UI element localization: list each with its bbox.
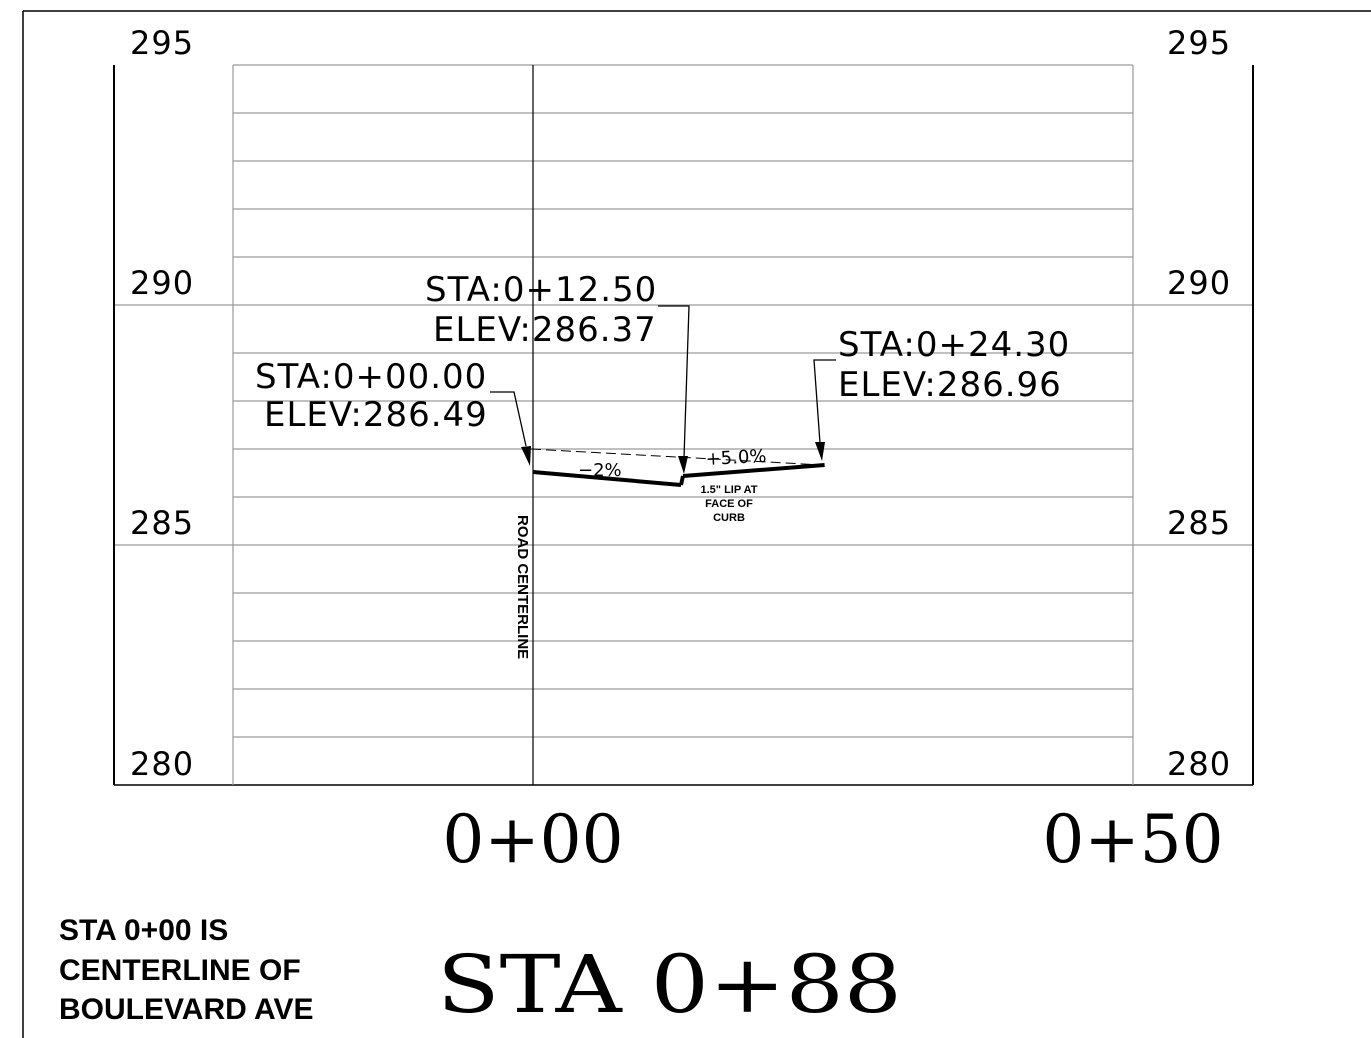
leader-line-sta-0-00 [490,391,527,447]
callout-elev-286-96: ELEV:286.96 [838,365,1062,405]
road-profile [532,463,825,487]
callout-elev-286-37: ELEV:286.37 [433,310,657,350]
callout-elev-286-49: ELEV:286.49 [264,395,488,435]
slope-label-right: +5.0% [705,446,767,470]
curb-note-line-1: 1.5" LIP AT [701,484,758,496]
station-label-0-50: 0+50 [1042,801,1223,878]
profile-segment-right [682,463,825,478]
leader-arrow-sta-24-30 [815,442,825,461]
note-line-2: CENTERLINE OF [59,954,301,987]
elevation-label-280-left: 280 [130,745,194,783]
note-line-3: BOULEVARD AVE [59,993,313,1026]
elevation-label-285-right: 285 [1167,504,1231,542]
section-title: STA 0+88 [437,938,902,1031]
road-centerline-label: ROAD CENTERLINE [514,515,531,659]
reference-dashed-line [530,448,823,466]
curb-lip [679,475,685,486]
curb-note-line-3: CURB [713,512,745,524]
elevation-grid [113,64,1254,786]
elevation-label-280-right: 280 [1167,745,1231,783]
callout-sta-0-00: STA:0+00.00 [255,357,487,397]
leader-line-sta-24-30 [813,359,836,444]
leader-arrow-sta-0-00 [521,446,531,466]
callout-sta-12-50: STA:0+12.50 [425,270,657,310]
elevation-label-295-right: 295 [1167,24,1231,62]
callout-sta-24-30: STA:0+24.30 [838,325,1070,365]
profile-segment-left [532,470,682,487]
leader-arrow-sta-12-50 [678,456,688,474]
note-line-1: STA 0+00 IS [59,914,228,947]
elevation-label-290-left: 290 [130,264,194,302]
elevation-label-295-left: 295 [130,24,194,62]
curb-note-line-2: FACE OF [705,498,753,510]
elevation-label-290-right: 290 [1167,264,1231,302]
leader-line-sta-12-50 [658,305,690,459]
elevation-label-285-left: 285 [130,504,194,542]
station-label-0-00: 0+00 [442,801,623,878]
